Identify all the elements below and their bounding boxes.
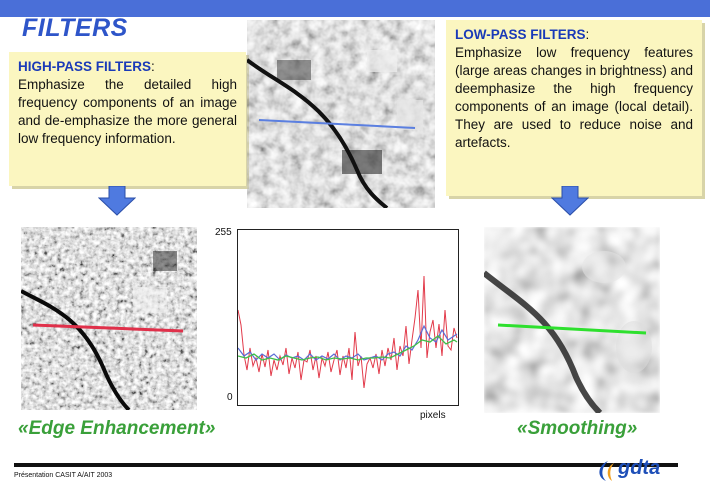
intensity-profile-plot	[237, 229, 459, 406]
gdta-logo-icon	[599, 461, 614, 481]
low-pass-text: Emphasize low frequency features (large …	[455, 45, 693, 150]
footer-divider	[14, 463, 678, 467]
original-profile-series	[237, 275, 458, 389]
plot-y-bottom-label: 0	[227, 392, 233, 403]
edge-profile-series	[237, 324, 458, 361]
high-pass-colon: :	[151, 59, 155, 74]
high-pass-note: HIGH-PASS FILTERS: Emphasize the detaile…	[9, 52, 246, 186]
low-pass-note: LOW-PASS FILTERS: Emphasize low frequenc…	[446, 20, 702, 196]
plot-y-top-label: 255	[215, 227, 232, 238]
low-pass-heading: LOW-PASS FILTERS	[455, 27, 586, 42]
slide-title: FILTERS	[22, 14, 128, 42]
down-arrow-right-icon	[551, 186, 589, 216]
gdta-logo-text: gdta	[618, 457, 661, 479]
original-satellite-image	[247, 20, 435, 208]
top-bar	[0, 0, 710, 17]
smoothed-profile-line	[497, 323, 647, 335]
high-pass-heading: HIGH-PASS FILTERS	[18, 59, 152, 74]
footer-credit: Présentation CASIT A/AIT 2003	[14, 472, 113, 479]
edge-profile-line	[32, 323, 184, 333]
edge-enhanced-image	[21, 227, 197, 410]
high-pass-body: HIGH-PASS FILTERS: Emphasize the detaile…	[18, 58, 237, 148]
plot-x-label: pixels	[420, 410, 446, 421]
low-pass-colon: :	[585, 27, 590, 42]
smoothed-profile-series	[237, 335, 458, 361]
edge-enhancement-caption: «Edge Enhancement»	[18, 418, 216, 439]
high-pass-text: Emphasize the detailed high frequency co…	[18, 77, 237, 146]
original-profile-line	[258, 119, 416, 129]
down-arrow-left-icon	[98, 186, 136, 216]
low-pass-body: LOW-PASS FILTERS: Emphasize low frequenc…	[455, 26, 693, 152]
smoothed-image	[484, 227, 660, 413]
smoothing-caption: «Smoothing»	[517, 418, 638, 439]
